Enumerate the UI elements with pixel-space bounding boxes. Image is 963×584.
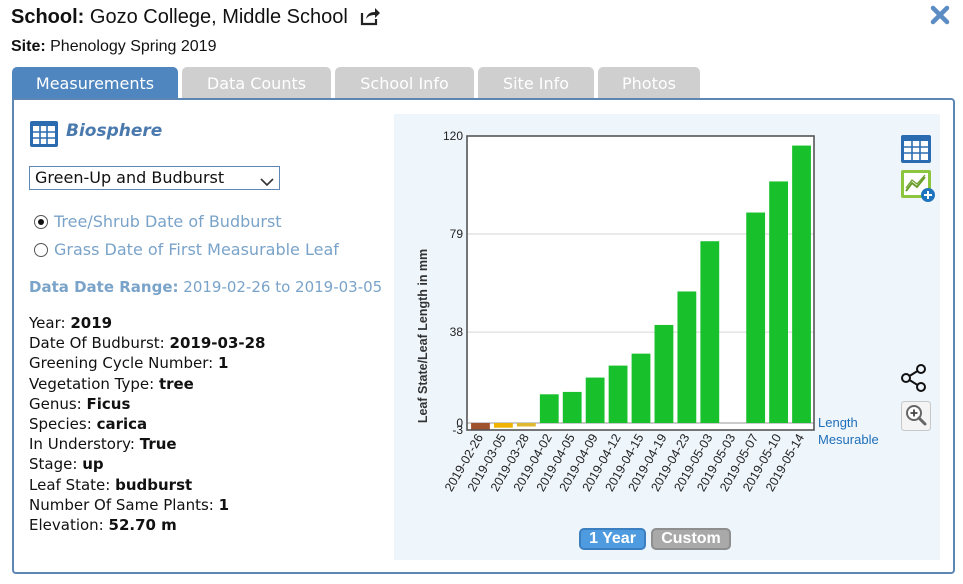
detail-label: Elevation:: [29, 516, 104, 535]
detail-label: Date Of Budburst:: [29, 334, 165, 353]
detail-value: tree: [158, 374, 194, 393]
detail-label: Number Of Same Plants:: [29, 495, 214, 514]
one-year-button[interactable]: 1 Year: [579, 528, 646, 550]
detail-value: 2019-03-28: [169, 334, 266, 353]
trend-add-icon[interactable]: [900, 169, 936, 207]
protocol-title: Biosphere: [66, 121, 163, 141]
school-heading: School: Gozo College, Middle School: [11, 6, 381, 32]
tab-measurements[interactable]: Measurements: [12, 67, 178, 99]
data-date-range: Data Date Range: 2019-02-26 to 2019-03-0…: [29, 278, 382, 296]
detail-row: Stage: up: [29, 454, 265, 474]
tab-school-info[interactable]: School Info: [335, 67, 474, 99]
custom-range-button[interactable]: Custom: [651, 528, 731, 550]
dropdown-value: Green-Up and Budburst: [35, 168, 225, 187]
detail-row: Leaf State: budburst: [29, 475, 265, 495]
table-icon: [29, 120, 59, 152]
radio-button[interactable]: [34, 215, 48, 229]
detail-label: Stage:: [29, 455, 78, 474]
protocol-dropdown[interactable]: Green-Up and Budburst: [29, 166, 280, 190]
share-nodes-icon[interactable]: [899, 363, 929, 397]
radio-label: Grass Date of First Measurable Leaf: [54, 240, 339, 259]
chevron-down-icon: [260, 172, 274, 191]
detail-value: 1: [217, 354, 229, 373]
detail-row: Greening Cycle Number: 1: [29, 353, 265, 373]
site-label: Site:: [11, 38, 46, 55]
detail-value: True: [139, 435, 177, 454]
range-value: 2019-02-26 to 2019-03-05: [183, 278, 383, 296]
detail-label: Species:: [29, 415, 92, 434]
table-icon[interactable]: [900, 134, 932, 168]
detail-label: Genus:: [29, 394, 82, 413]
detail-label: Vegetation Type:: [29, 374, 155, 393]
tab-data-counts[interactable]: Data Counts: [182, 67, 331, 99]
detail-label: In Understory:: [29, 435, 135, 454]
detail-row: Date Of Budburst: 2019-03-28: [29, 333, 265, 353]
range-label: Data Date Range:: [29, 278, 179, 296]
detail-row: Species: carica: [29, 414, 265, 434]
site-name: Phenology Spring 2019: [50, 38, 217, 55]
detail-value: carica: [96, 415, 148, 434]
chart-area: [394, 114, 940, 560]
measurement-details: Year: 2019 Date Of Budburst: 2019-03-28 …: [29, 313, 265, 535]
detail-value: 52.70 m: [108, 516, 177, 535]
detail-value: budburst: [115, 475, 193, 494]
tab-photos[interactable]: Photos: [598, 67, 700, 99]
share-icon[interactable]: [359, 6, 381, 32]
school-label: School:: [11, 6, 85, 28]
detail-row: Vegetation Type: tree: [29, 374, 265, 394]
tab-site-info[interactable]: Site Info: [478, 67, 594, 99]
detail-row: In Understory: True: [29, 434, 265, 454]
detail-row: Number Of Same Plants: 1: [29, 495, 265, 515]
radio-label: Tree/Shrub Date of Budburst: [54, 212, 282, 231]
detail-label: Greening Cycle Number:: [29, 354, 214, 373]
detail-row: Genus: Ficus: [29, 394, 265, 414]
close-icon[interactable]: [929, 4, 951, 26]
detail-value: Ficus: [86, 394, 131, 413]
detail-value: 2019: [70, 314, 113, 332]
site-heading: Site: Phenology Spring 2019: [11, 38, 216, 56]
detail-value: up: [82, 455, 104, 474]
detail-value: 1: [218, 495, 230, 514]
detail-row: Year: 2019: [29, 313, 265, 333]
radio-button[interactable]: [34, 243, 48, 257]
detail-label: Year:: [29, 314, 66, 332]
school-name: Gozo College, Middle School: [89, 6, 348, 28]
zoom-icon[interactable]: [901, 401, 931, 435]
detail-label: Leaf State:: [29, 475, 111, 494]
detail-row: Elevation: 52.70 m: [29, 515, 265, 535]
